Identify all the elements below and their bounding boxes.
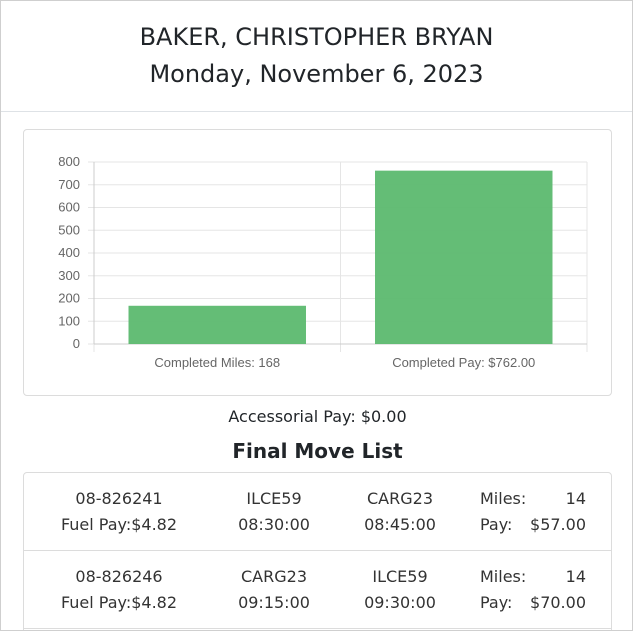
y-tick-label: 700 — [58, 177, 80, 192]
miles-field: Miles: 14 — [480, 486, 586, 512]
miles-value: 14 — [565, 567, 586, 586]
final-move-list: 08-826241 Fuel Pay:$4.82 ILCE59 08:30:00… — [23, 472, 612, 630]
miles-field: Miles: 14 — [480, 564, 586, 590]
summary-date: Monday, November 6, 2023 — [149, 60, 484, 88]
y-tick-label: 0 — [73, 336, 80, 351]
destination-location: CARG23 — [367, 489, 433, 508]
origin-time: 08:30:00 — [238, 515, 310, 534]
y-tick-label: 400 — [58, 245, 80, 260]
move-row[interactable]: 08-826246 Fuel Pay:$4.82 CARG23 09:15:00… — [24, 551, 611, 629]
miles-label: Miles: — [480, 567, 527, 586]
pay-bar-chart: 0 100 200 300 400 500 600 700 800 Completed Miles… — [58, 154, 588, 370]
y-tick-label: 300 — [58, 268, 80, 283]
move-id: 08-826246 — [75, 567, 163, 586]
y-tick-label: 100 — [58, 313, 80, 328]
origin-location: ILCE59 — [246, 489, 302, 508]
pay-field: Pay: $57.00 — [480, 512, 586, 538]
pay-field: Pay: $70.00 — [480, 590, 586, 616]
pay-value: $57.00 — [530, 515, 586, 534]
miles-label: Miles: — [480, 489, 527, 508]
pay-chart-card: 0 100 200 300 400 500 600 700 800 Completed Miles… — [23, 129, 612, 396]
bar-0[interactable] — [128, 305, 306, 344]
pay-value: $70.00 — [530, 593, 586, 612]
pay-label: Pay: — [480, 515, 513, 534]
pay-label: Pay: — [480, 593, 513, 612]
destination-time: 09:30:00 — [364, 593, 436, 612]
origin-time: 09:15:00 — [238, 593, 310, 612]
move-row[interactable]: 08-826241 Fuel Pay:$4.82 ILCE59 08:30:00… — [24, 473, 611, 551]
y-tick-label: 500 — [58, 222, 80, 237]
y-tick-label: 600 — [58, 200, 80, 215]
driver-name: BAKER, CHRISTOPHER BRYAN — [139, 23, 494, 51]
x-tick-label: Completed Miles: 168 — [154, 355, 280, 370]
modal-header: BAKER, CHRISTOPHER BRYAN Monday, Novembe… — [1, 1, 632, 112]
origin-location: CARG23 — [241, 567, 307, 586]
y-tick-label: 200 — [58, 291, 80, 306]
miles-value: 14 — [565, 489, 586, 508]
x-tick-label: Completed Pay: $762.00 — [392, 355, 535, 370]
move-id: 08-826241 — [75, 489, 163, 508]
fuel-pay: Fuel Pay:$4.82 — [60, 515, 178, 534]
bar-1[interactable] — [375, 170, 553, 344]
final-move-list-title: Final Move List — [232, 439, 403, 463]
y-tick-label: 800 — [58, 154, 80, 169]
fuel-pay: Fuel Pay:$4.82 — [60, 593, 178, 612]
destination-location: ILCE59 — [372, 567, 428, 586]
destination-time: 08:45:00 — [364, 515, 436, 534]
accessorial-pay: Accessorial Pay: $0.00 — [228, 407, 407, 426]
